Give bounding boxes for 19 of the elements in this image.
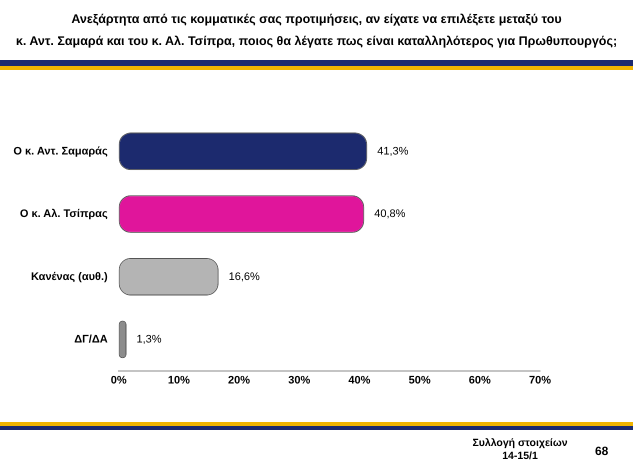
- data-label: 41,3%: [377, 145, 409, 158]
- text: Συλλογή στοιχείων 14-15/1: [471, 437, 569, 463]
- y-tick-label: Κανένας (αυθ.): [30, 270, 108, 283]
- text: 68: [595, 444, 608, 458]
- data-label: 16,6%: [228, 270, 260, 283]
- y-tick-label: Ο κ. Αλ. Τσίπρας: [20, 208, 108, 220]
- x-tick-label: 0%: [110, 374, 127, 386]
- x-tick-label: 70%: [528, 374, 552, 386]
- data-label: 40,8%: [374, 208, 406, 220]
- y-tick-label: ΔΓ/ΔΑ: [74, 333, 108, 346]
- data-label: 1,3%: [136, 333, 162, 346]
- chart-title: Ανεξάρτητα από τις κομματικές σας προτιμήσεις, αν είχατε να επιλέξετε μεταξύ του κ. Αντ. Σαμαρά και του κ. Αλ. Τσίπρα, ποιος θα λέγατε πως είναι καταλληλότερος για Πρωθυπουργός;: [14, 11, 618, 50]
- x-tick-label: 60%: [468, 374, 492, 386]
- x-tick-label: 10%: [168, 374, 190, 386]
- x-tick-label: 40%: [348, 374, 371, 386]
- x-tick-label: 30%: [288, 374, 310, 386]
- x-tick-label: 20%: [228, 374, 250, 386]
- x-tick-label: 50%: [408, 374, 431, 386]
- y-tick-label: Ο κ. Αντ. Σαμαράς: [13, 145, 108, 158]
